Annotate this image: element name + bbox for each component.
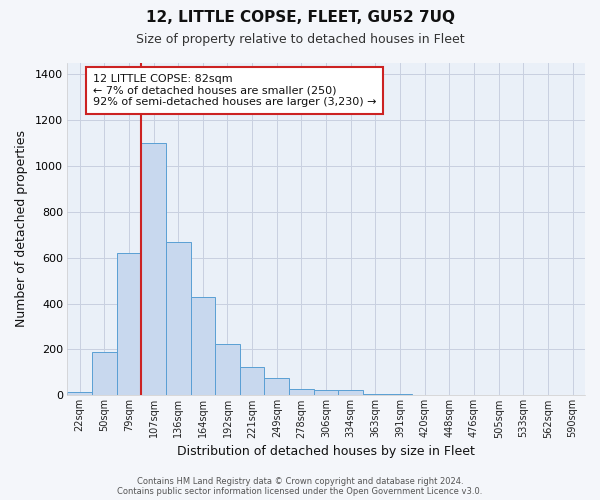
Bar (338, 390, 363, 396)
Bar (141, 143, 166, 396)
Text: Contains HM Land Registry data © Crown copyright and database right 2024.: Contains HM Land Registry data © Crown c… (137, 477, 463, 486)
Y-axis label: Number of detached properties: Number of detached properties (15, 130, 28, 328)
Text: 12, LITTLE COPSE, FLEET, GU52 7UQ: 12, LITTLE COPSE, FLEET, GU52 7UQ (146, 10, 455, 25)
Text: Contains public sector information licensed under the Open Government Licence v3: Contains public sector information licen… (118, 487, 482, 496)
Bar (166, 242, 191, 396)
Bar (240, 366, 265, 396)
Text: Size of property relative to detached houses in Fleet: Size of property relative to detached ho… (136, 32, 464, 46)
Bar (92, 352, 116, 396)
Bar (314, 390, 338, 396)
Text: 12 LITTLE COPSE: 82sqm
← 7% of detached houses are smaller (250)
92% of semi-det: 12 LITTLE COPSE: 82sqm ← 7% of detached … (93, 74, 377, 107)
Bar (363, 394, 388, 396)
Bar (215, 344, 240, 396)
Bar (116, 253, 141, 396)
Bar (388, 394, 412, 396)
X-axis label: Distribution of detached houses by size in Fleet: Distribution of detached houses by size … (177, 444, 475, 458)
Bar (265, 378, 289, 396)
Bar (191, 296, 215, 396)
Bar (289, 388, 314, 396)
Bar (437, 394, 462, 396)
Bar (67, 392, 92, 396)
